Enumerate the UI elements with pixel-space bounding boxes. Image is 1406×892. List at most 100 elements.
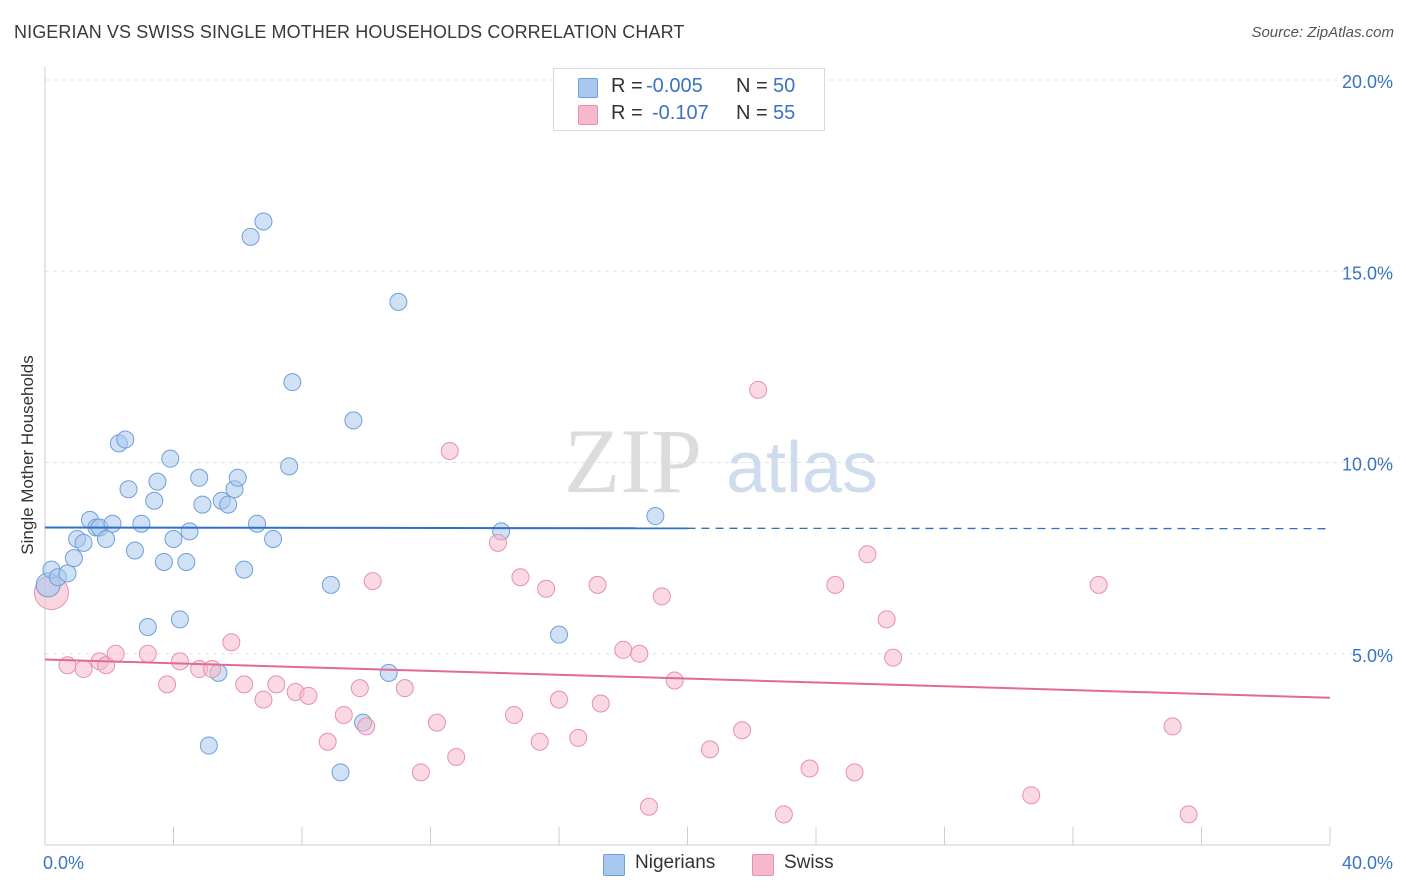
swiss-point bbox=[427, 713, 446, 732]
swiss-point bbox=[106, 644, 125, 663]
n-value: 50 bbox=[773, 75, 796, 97]
y-tick-label: 5.0% bbox=[1352, 646, 1393, 666]
watermark-atlas: atlas bbox=[726, 428, 878, 508]
nigerians-point bbox=[389, 292, 408, 311]
nigerians-point bbox=[228, 468, 247, 487]
nigerians-point bbox=[235, 560, 254, 579]
watermark-zip: ZIP bbox=[564, 410, 702, 512]
swiss-legend-icon bbox=[752, 854, 774, 876]
r-label: R = bbox=[611, 102, 643, 124]
swiss-point bbox=[537, 579, 556, 598]
swiss-point bbox=[1179, 805, 1198, 824]
swiss-point bbox=[267, 675, 286, 694]
swiss-point bbox=[639, 797, 658, 816]
swiss-point bbox=[254, 690, 273, 709]
source-label: Source: ZipAtlas.com bbox=[1251, 24, 1394, 41]
swiss-point bbox=[222, 633, 241, 652]
swiss-point bbox=[440, 442, 459, 461]
legend-label: Swiss bbox=[784, 852, 834, 873]
swiss-point bbox=[350, 679, 369, 698]
swiss-point bbox=[845, 763, 864, 782]
swiss-point bbox=[318, 732, 337, 751]
swiss-point bbox=[591, 694, 610, 713]
nigerians-point bbox=[64, 549, 83, 568]
swiss-point bbox=[505, 705, 524, 724]
n-label: N = bbox=[736, 75, 768, 97]
swiss-point bbox=[652, 587, 671, 606]
swiss-point bbox=[511, 568, 530, 587]
swiss-point bbox=[665, 671, 684, 690]
swiss-point bbox=[158, 675, 177, 694]
nigerians-point bbox=[161, 449, 180, 468]
chart-title: NIGERIAN VS SWISS SINGLE MOTHER HOUSEHOL… bbox=[14, 22, 685, 42]
nigerians-point bbox=[58, 564, 77, 583]
swiss-point bbox=[858, 545, 877, 564]
nigerians-point bbox=[283, 373, 302, 392]
swiss-point bbox=[170, 652, 189, 671]
swiss-point bbox=[411, 763, 430, 782]
legend-label: Nigerians bbox=[635, 852, 716, 873]
n-value: 55 bbox=[773, 102, 796, 124]
swiss-point bbox=[334, 705, 353, 724]
r-label: R = bbox=[611, 75, 643, 97]
swiss-point bbox=[749, 380, 768, 399]
swiss-point bbox=[569, 728, 588, 747]
nigerians-point bbox=[170, 610, 189, 629]
swiss-point bbox=[884, 648, 903, 667]
swiss-point bbox=[774, 805, 793, 824]
nigerians-point bbox=[254, 212, 273, 231]
r-value: -0.107 bbox=[652, 102, 709, 124]
swiss-point bbox=[614, 640, 633, 659]
nigerians-point bbox=[321, 575, 340, 594]
swiss-swatch-icon bbox=[578, 105, 598, 125]
nigerians-point bbox=[280, 457, 299, 476]
swiss-trend-line bbox=[44, 658, 1331, 699]
nigerians-point bbox=[344, 411, 363, 430]
y-tick-label: 10.0% bbox=[1342, 455, 1393, 475]
nigerians-point bbox=[132, 514, 151, 533]
swiss-point bbox=[395, 679, 414, 698]
y-tick-label: 20.0% bbox=[1342, 72, 1393, 92]
nigerians-point bbox=[199, 736, 218, 755]
swiss-point bbox=[357, 717, 376, 736]
nigerians-point bbox=[154, 552, 173, 571]
nigerians-swatch-icon bbox=[578, 78, 598, 98]
nigerians-point bbox=[193, 495, 212, 514]
swiss-point bbox=[138, 644, 157, 663]
nigerians-point bbox=[125, 541, 144, 560]
nigerians-point bbox=[550, 625, 568, 644]
nigerians-point bbox=[138, 617, 157, 636]
nigerians-point bbox=[248, 514, 267, 533]
swiss-point bbox=[363, 572, 382, 591]
nigerians-point bbox=[148, 472, 167, 491]
swiss-point bbox=[1163, 717, 1182, 736]
nigerians-point bbox=[145, 491, 164, 510]
swiss-point bbox=[488, 533, 507, 552]
nigerians-point bbox=[241, 227, 260, 246]
nigerians-point bbox=[103, 514, 122, 533]
n-label: N = bbox=[736, 102, 768, 124]
swiss-point bbox=[203, 660, 222, 679]
swiss-point bbox=[800, 759, 819, 778]
y-tick-label: 15.0% bbox=[1342, 263, 1393, 283]
swiss-point bbox=[877, 610, 896, 629]
x-tick-label: 0.0% bbox=[43, 853, 84, 873]
nigerians-point bbox=[646, 507, 665, 526]
swiss-point bbox=[235, 675, 254, 694]
swiss-point bbox=[733, 721, 752, 740]
nigerians-point bbox=[264, 530, 283, 548]
nigerians-point bbox=[119, 480, 138, 499]
nigerians-point bbox=[97, 530, 116, 548]
nigerians-point bbox=[74, 533, 93, 552]
swiss-point bbox=[1089, 575, 1108, 594]
r-value: -0.005 bbox=[646, 75, 703, 97]
nigerians-legend-icon bbox=[603, 854, 625, 876]
nigerians-point bbox=[180, 522, 199, 541]
swiss-point bbox=[550, 690, 568, 709]
nigerians-point bbox=[331, 763, 350, 782]
nigerians-point bbox=[379, 663, 398, 682]
swiss-point bbox=[826, 575, 845, 594]
x-tick-label: 40.0% bbox=[1342, 853, 1393, 873]
correlation-stats-box: R = -0.005 N = 50 R = -0.107 N = 55 bbox=[553, 68, 825, 131]
